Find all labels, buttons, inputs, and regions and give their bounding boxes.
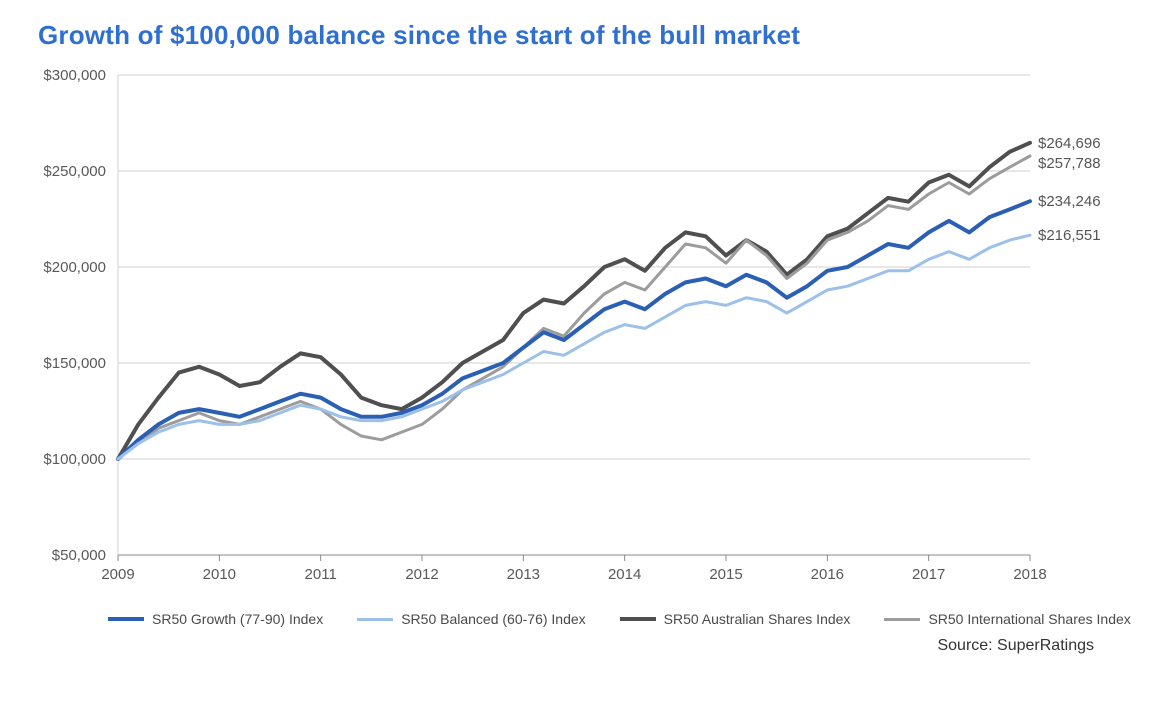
legend-item: SR50 International Shares Index bbox=[884, 611, 1130, 627]
legend-swatch bbox=[884, 618, 920, 621]
svg-text:2011: 2011 bbox=[305, 566, 337, 583]
svg-text:$150,000: $150,000 bbox=[43, 355, 106, 372]
svg-text:$216,551: $216,551 bbox=[1038, 227, 1101, 244]
svg-text:$100,000: $100,000 bbox=[43, 451, 106, 468]
svg-text:2017: 2017 bbox=[912, 566, 945, 583]
legend-label: SR50 International Shares Index bbox=[928, 611, 1130, 627]
chart-svg: $50,000 $100,000 $150,000 $200,000 $250,000 $… bbox=[30, 65, 1120, 605]
legend-label: SR50 Australian Shares Index bbox=[664, 611, 851, 627]
svg-text:$234,246: $234,246 bbox=[1038, 193, 1101, 210]
svg-text:$50,000: $50,000 bbox=[52, 547, 106, 564]
legend-item: SR50 Balanced (60-76) Index bbox=[357, 611, 585, 627]
svg-text:2013: 2013 bbox=[507, 566, 540, 583]
svg-text:$250,000: $250,000 bbox=[43, 163, 106, 180]
legend: SR50 Growth (77-90) Index SR50 Balanced (… bbox=[108, 611, 1130, 627]
source-label: Source: SuperRatings bbox=[30, 637, 1094, 655]
chart-plot: $50,000 $100,000 $150,000 $200,000 $250,000 $… bbox=[30, 65, 1120, 605]
svg-text:$200,000: $200,000 bbox=[43, 259, 106, 276]
chart-container: Growth of $100,000 balance since the sta… bbox=[0, 0, 1160, 704]
svg-text:2009: 2009 bbox=[101, 566, 134, 583]
svg-text:2015: 2015 bbox=[709, 566, 742, 583]
svg-text:$257,788: $257,788 bbox=[1038, 155, 1101, 172]
chart-title: Growth of $100,000 balance since the sta… bbox=[38, 20, 1130, 51]
svg-text:2012: 2012 bbox=[405, 566, 438, 583]
legend-label: SR50 Growth (77-90) Index bbox=[152, 611, 323, 627]
legend-label: SR50 Balanced (60-76) Index bbox=[401, 611, 585, 627]
svg-text:$264,696: $264,696 bbox=[1038, 135, 1101, 152]
legend-item: SR50 Australian Shares Index bbox=[620, 611, 851, 627]
svg-text:$300,000: $300,000 bbox=[43, 67, 106, 84]
legend-swatch bbox=[357, 618, 393, 621]
svg-text:2014: 2014 bbox=[608, 566, 641, 583]
svg-text:2010: 2010 bbox=[203, 566, 236, 583]
svg-text:2016: 2016 bbox=[811, 566, 844, 583]
legend-swatch bbox=[108, 617, 144, 621]
legend-swatch bbox=[620, 617, 656, 621]
legend-item: SR50 Growth (77-90) Index bbox=[108, 611, 323, 627]
svg-text:2018: 2018 bbox=[1013, 566, 1046, 583]
